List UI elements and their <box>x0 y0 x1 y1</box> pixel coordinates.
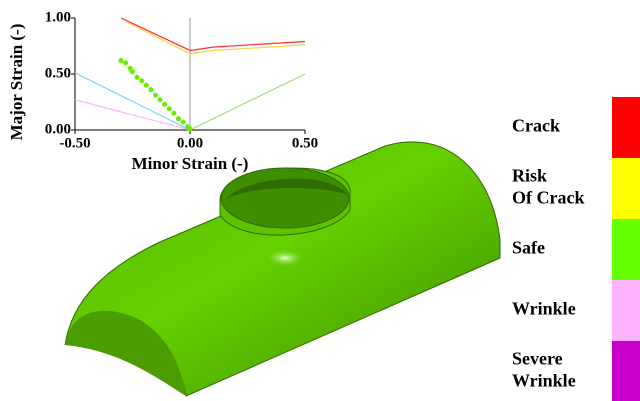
strain-point <box>130 69 135 74</box>
screen: Minor Strain (-) Major Strain (-) -0.500… <box>0 0 640 401</box>
strain-point <box>153 93 158 98</box>
strain-point <box>167 106 172 111</box>
zone-label: Of Crack <box>512 188 584 208</box>
zone-label: Wrinkle <box>512 371 576 391</box>
y-tick-label: 1.00 <box>45 9 71 25</box>
strain-point <box>181 120 186 125</box>
strain-point <box>158 97 163 102</box>
zone-label: Safe <box>512 238 545 258</box>
zone-swatch <box>612 280 640 341</box>
strain-point <box>148 87 153 92</box>
x-tick-label: 0.50 <box>292 135 318 151</box>
strain-point <box>123 60 128 65</box>
limit-curve <box>121 18 305 50</box>
x-tick-label: 0.00 <box>177 135 203 151</box>
strain-point <box>171 111 176 116</box>
strain-point <box>144 83 149 88</box>
strain-point <box>188 126 193 131</box>
part-3d <box>65 142 500 396</box>
strain-point <box>176 116 181 121</box>
zone-swatch <box>612 341 640 401</box>
strain-point <box>119 58 124 63</box>
zone-swatch <box>612 219 640 280</box>
zone-swatch <box>612 97 640 158</box>
x-axis-label: Minor Strain (-) <box>132 154 249 173</box>
zone-label: Wrinkle <box>512 299 576 319</box>
y-tick-label: 0.50 <box>45 65 71 81</box>
zone-label: Severe <box>512 349 563 369</box>
limit-curve <box>190 74 305 130</box>
limit-curve <box>126 21 305 53</box>
zone-label: Risk <box>512 166 547 186</box>
strain-point <box>162 102 167 107</box>
x-tick-label: -0.50 <box>59 135 90 151</box>
zone-swatch <box>612 158 640 219</box>
strain-point <box>135 75 140 80</box>
limit-curve <box>75 73 190 130</box>
strain-point <box>139 78 144 83</box>
zone-label: Crack <box>512 116 560 136</box>
y-axis-label: Major Strain (-) <box>7 24 26 141</box>
y-tick-label: 0.00 <box>45 121 71 137</box>
